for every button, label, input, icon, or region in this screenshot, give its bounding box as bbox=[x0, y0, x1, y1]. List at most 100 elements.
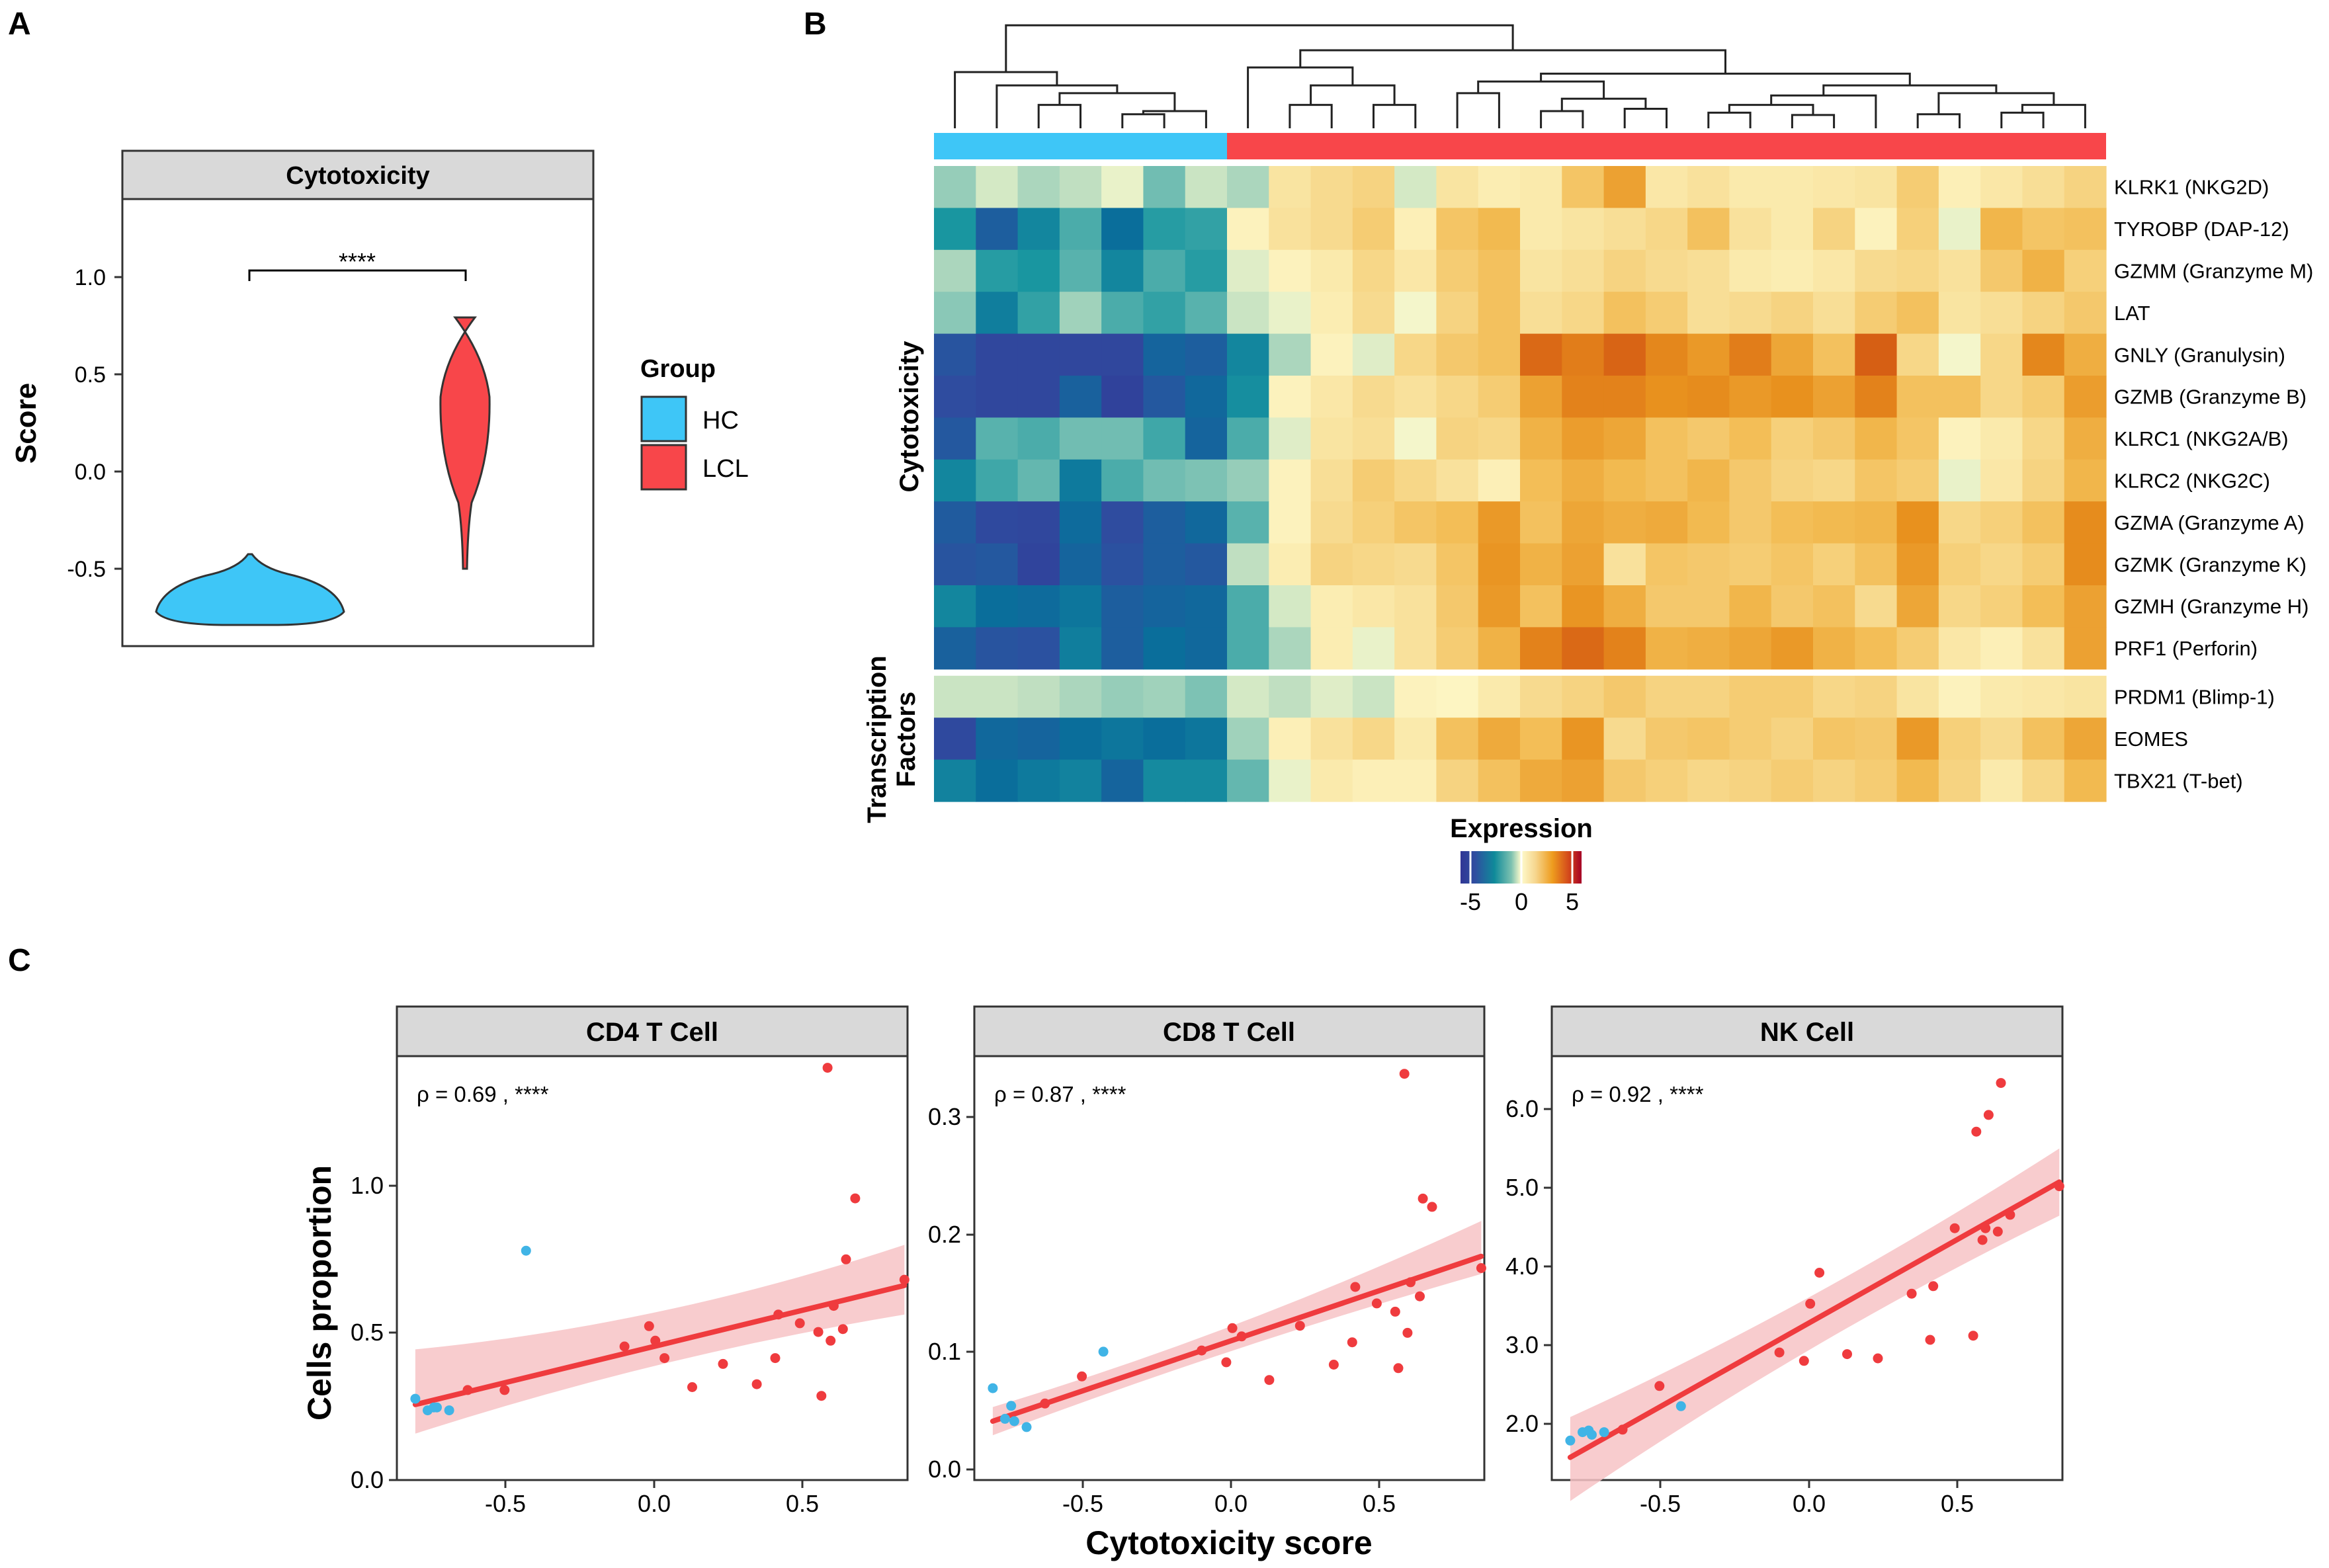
data-point-lcl bbox=[773, 1309, 784, 1320]
y-tick-label: 0.0 bbox=[351, 1466, 384, 1493]
data-point-lcl bbox=[751, 1379, 762, 1389]
heatmap-cell bbox=[1185, 675, 1228, 718]
heatmap-cell bbox=[2064, 208, 2107, 251]
heatmap-cell bbox=[1269, 675, 1312, 718]
heatmap-row-label: EOMES bbox=[2114, 727, 2188, 751]
data-point-hc bbox=[988, 1383, 998, 1393]
heatmap-cell bbox=[1645, 249, 1688, 292]
heatmap-cell bbox=[1562, 249, 1605, 292]
heatmap-cell bbox=[1520, 627, 1562, 670]
panel-c-xlabel: Cytotoxicity score bbox=[1085, 1524, 1372, 1561]
data-point-lcl bbox=[1427, 1202, 1437, 1212]
heatmap-cell bbox=[1562, 718, 1605, 761]
heatmap-cell bbox=[1059, 501, 1102, 544]
heatmap-cell bbox=[1562, 759, 1605, 802]
dendrogram-branch bbox=[1791, 114, 1836, 128]
heatmap-cell bbox=[1059, 543, 1102, 586]
y-tick-label: 0.2 bbox=[928, 1221, 961, 1248]
heatmap-cell bbox=[934, 675, 976, 718]
row-group-label-cytotoxicity: Cytotoxicity bbox=[895, 341, 924, 493]
x-tick-label: 0.5 bbox=[1363, 1490, 1396, 1517]
heatmap-cell bbox=[1562, 675, 1605, 718]
heatmap-cell bbox=[976, 249, 1019, 292]
heatmap-cell bbox=[1603, 585, 1646, 628]
heatmap-cell bbox=[1394, 249, 1437, 292]
heatmap-cell bbox=[1813, 166, 1855, 208]
heatmap-cell bbox=[1227, 585, 1269, 628]
scatter-marks bbox=[1565, 1078, 2064, 1501]
dendrogram-branch bbox=[1058, 92, 1176, 111]
heatmap-cell bbox=[1645, 759, 1688, 802]
heatmap-cell bbox=[1185, 208, 1228, 251]
heatmap-body bbox=[934, 166, 2107, 802]
heatmap-cell bbox=[1771, 627, 1814, 670]
heatmap-cell bbox=[1980, 376, 2023, 418]
heatmap-cell bbox=[1269, 759, 1312, 802]
heatmap-cell bbox=[1185, 501, 1228, 544]
heatmap-cell bbox=[1562, 292, 1605, 335]
scatter-panel-cd8: CD8 T Cell ρ = 0.87 , **** 0.3 0.2 0.1 0… bbox=[928, 1005, 1486, 1517]
legend-title: Group bbox=[640, 355, 716, 383]
heatmap-cell bbox=[2022, 459, 2065, 502]
data-point-lcl bbox=[462, 1385, 473, 1395]
heatmap-cell bbox=[1310, 376, 1353, 418]
heatmap-cell bbox=[1143, 376, 1186, 418]
x-tick-label: 0.5 bbox=[1941, 1490, 1974, 1517]
heatmap-cell bbox=[976, 376, 1019, 418]
heatmap-cell bbox=[1310, 543, 1353, 586]
heatmap-cell bbox=[1143, 166, 1186, 208]
heatmap-cell bbox=[1185, 376, 1228, 418]
heatmap-cell bbox=[2064, 459, 2107, 502]
heatmap-cell bbox=[1478, 543, 1521, 586]
heatmap-cell bbox=[2064, 501, 2107, 544]
heatmap-row-label: PRF1 (Perforin) bbox=[2114, 637, 2258, 660]
dendrogram-branch bbox=[1373, 104, 1417, 128]
data-point-lcl bbox=[1977, 1235, 1988, 1245]
heatmap-cell bbox=[1813, 627, 1855, 670]
heatmap-cell bbox=[1603, 292, 1646, 335]
dendrogram-branch bbox=[954, 71, 1058, 128]
heatmap-cell bbox=[1352, 759, 1395, 802]
heatmap-cell bbox=[1436, 585, 1479, 628]
heatmap-cell bbox=[1896, 627, 1939, 670]
dendrogram-branch bbox=[2021, 104, 2086, 128]
heatmap-cell bbox=[1687, 376, 1730, 418]
data-point-lcl bbox=[1197, 1345, 1207, 1356]
heatmap-cell bbox=[1352, 417, 1395, 460]
heatmap-cell bbox=[1017, 543, 1060, 586]
heatmap-cell bbox=[1478, 585, 1521, 628]
data-point-hc bbox=[999, 1413, 1010, 1424]
legend-label-lcl: LCL bbox=[702, 455, 749, 483]
heatmap-cell bbox=[1352, 166, 1395, 208]
heatmap-cell bbox=[1059, 759, 1102, 802]
heatmap-cell bbox=[1017, 376, 1060, 418]
data-point-lcl bbox=[1476, 1263, 1486, 1273]
heatmap-row-label: GZMM (Granzyme M) bbox=[2114, 260, 2313, 283]
heatmap-cell bbox=[1771, 292, 1814, 335]
heatmap-cell bbox=[1352, 585, 1395, 628]
heatmap-cell bbox=[1896, 208, 1939, 251]
data-point-lcl bbox=[1925, 1335, 1935, 1345]
data-point-lcl bbox=[1402, 1327, 1413, 1338]
heatmap-cell bbox=[934, 208, 976, 251]
heatmap-cell bbox=[1478, 417, 1521, 460]
heatmap-cell bbox=[1603, 627, 1646, 670]
heatmap-row-label: GZMH (Granzyme H) bbox=[2114, 595, 2309, 618]
data-point-lcl bbox=[499, 1385, 510, 1395]
heatmap-cell bbox=[1687, 333, 1730, 376]
heatmap-cell bbox=[1185, 627, 1228, 670]
heatmap-cell bbox=[1101, 208, 1144, 251]
heatmap-cell bbox=[1980, 627, 2023, 670]
data-point-lcl bbox=[619, 1341, 630, 1352]
heatmap-cell bbox=[1938, 249, 1981, 292]
heatmap-cell bbox=[1227, 249, 1269, 292]
heatmap-cell bbox=[1352, 501, 1395, 544]
heatmap-cell bbox=[1855, 501, 1898, 544]
expression-legend-tick-label: 0 bbox=[1515, 888, 1528, 915]
x-tick-label: -0.5 bbox=[1640, 1490, 1681, 1517]
x-tick-label: 0.0 bbox=[638, 1490, 671, 1517]
dendrogram-branch bbox=[1310, 84, 1396, 105]
heatmap-cell bbox=[1771, 376, 1814, 418]
data-point-hc bbox=[1675, 1401, 1686, 1411]
